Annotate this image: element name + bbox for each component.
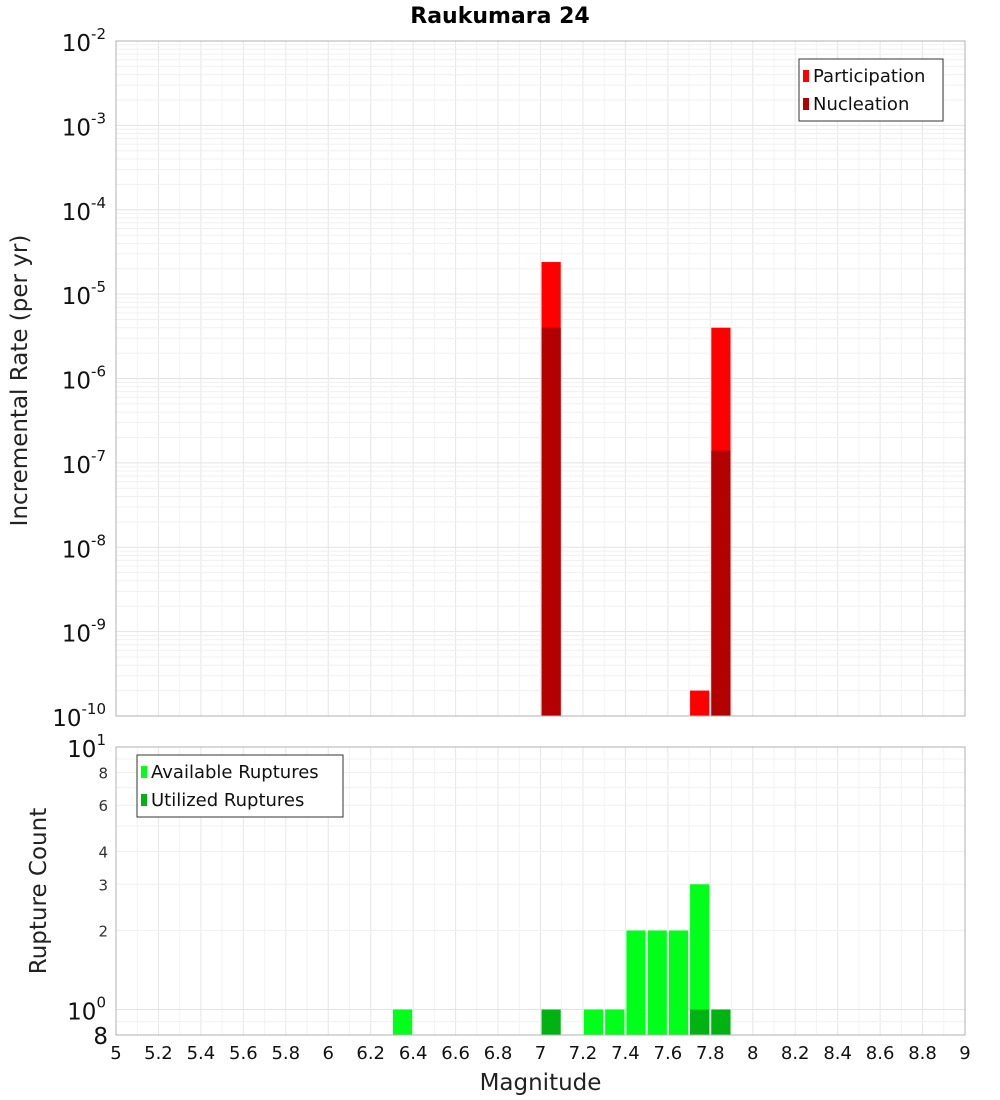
x-tick-label: 7.6 <box>654 1043 683 1064</box>
chart-title: Raukumara 24 <box>410 4 589 29</box>
y-tick-label: 10-7 <box>62 447 106 479</box>
rate-y-ticks: 10-10 10-9 10-8 10-7 10-6 10-5 10-4 10-3 10-2 <box>52 25 106 732</box>
x-tick-label: 8.6 <box>866 1043 895 1064</box>
x-tick-label: 9 <box>959 1043 970 1064</box>
bar-series-2 <box>690 1009 710 1035</box>
y-tick-label: 100 <box>67 994 106 1026</box>
x-tick-label: 6.6 <box>441 1043 470 1064</box>
bar-series-1 <box>690 884 710 1035</box>
y-tick-label: 6 <box>98 797 108 815</box>
y-tick-label: 10-3 <box>62 109 106 141</box>
bar-series-1 <box>690 690 710 716</box>
rate-y-axis-label: Incremental Rate (per yr) <box>7 235 33 527</box>
x-tick-label: 5.8 <box>271 1043 300 1064</box>
bar-series-2 <box>541 327 561 716</box>
y-tick-label: 8 <box>93 1024 108 1050</box>
x-tick-label: 8 <box>747 1043 758 1064</box>
y-tick-label: 10-4 <box>62 194 106 226</box>
x-tick-label: 6 <box>323 1043 334 1064</box>
y-tick-label: 8 <box>98 764 108 782</box>
legend-entry: Participation <box>813 66 925 87</box>
legend-box <box>798 58 944 122</box>
bar-series-1 <box>647 930 667 1035</box>
y-tick-label: 10-9 <box>62 616 106 648</box>
legend-swatch <box>141 794 147 806</box>
legend-entry: Nucleation <box>813 94 909 115</box>
y-tick-label: 10-8 <box>62 531 106 563</box>
x-tick-label: 6.4 <box>399 1043 428 1064</box>
legend-box <box>136 754 344 818</box>
y-tick-label: 2 <box>98 923 108 941</box>
bar-series-2 <box>541 1009 561 1035</box>
x-tick-label: 7.4 <box>611 1043 640 1064</box>
rate-grid <box>115 41 966 717</box>
x-tick-label: 5 <box>110 1043 121 1064</box>
x-tick-label: 6.2 <box>356 1043 385 1064</box>
legend-swatch <box>803 70 809 82</box>
legend-entry: Available Ruptures <box>151 762 319 783</box>
y-tick-label: 10-5 <box>62 278 106 310</box>
count-legend: Available Ruptures Utilized Ruptures <box>136 754 344 818</box>
x-tick-label: 5.4 <box>187 1043 216 1064</box>
rate-bars <box>541 262 731 716</box>
x-tick-label: 8.2 <box>781 1043 810 1064</box>
x-tick-label: 5.2 <box>144 1043 173 1064</box>
legend-swatch <box>803 98 809 110</box>
count-plot-frame <box>115 746 966 1036</box>
x-tick-label: 8.8 <box>908 1043 937 1064</box>
x-axis-label: Magnitude <box>480 1070 602 1096</box>
count-y-axis-label: Rupture Count <box>26 808 52 974</box>
x-tick-label: 7 <box>535 1043 546 1064</box>
x-tick-label: 8.4 <box>823 1043 852 1064</box>
bar-series-1 <box>668 930 689 1035</box>
rate-panel: 10-10 10-9 10-8 10-7 10-6 10-5 10-4 10-3 10-2 In… <box>7 25 966 732</box>
x-tick-label: 5.6 <box>229 1043 258 1064</box>
y-tick-label: 10-10 <box>52 700 106 732</box>
y-tick-label: 4 <box>98 843 108 861</box>
bar-series-1 <box>583 1009 604 1035</box>
rate-legend: Participation Nucleation <box>798 58 944 122</box>
y-tick-label: 3 <box>98 876 108 894</box>
x-ticks: 5 5.2 5.4 5.6 5.8 6 6.2 6.4 6.6 6.8 7 7.2 7.4 7.6 7.8 8… <box>110 1043 970 1064</box>
legend-swatch <box>141 766 147 778</box>
x-tick-label: 6.8 <box>484 1043 513 1064</box>
y-tick-label: 10-2 <box>62 25 106 57</box>
bar-series-1 <box>392 1009 413 1035</box>
legend-entry: Utilized Ruptures <box>151 790 304 811</box>
x-tick-label: 7.2 <box>569 1043 598 1064</box>
count-grid <box>115 746 966 1036</box>
y-tick-label: 10-6 <box>62 363 106 395</box>
y-tick-label: 101 <box>67 731 106 763</box>
x-tick-label: 7.8 <box>696 1043 725 1064</box>
bar-series-2 <box>711 1009 731 1035</box>
count-bars <box>392 884 731 1035</box>
rate-plot-frame <box>115 40 966 717</box>
bar-series-2 <box>711 450 731 716</box>
bar-series-1 <box>626 930 646 1035</box>
bar-series-1 <box>605 1009 625 1035</box>
